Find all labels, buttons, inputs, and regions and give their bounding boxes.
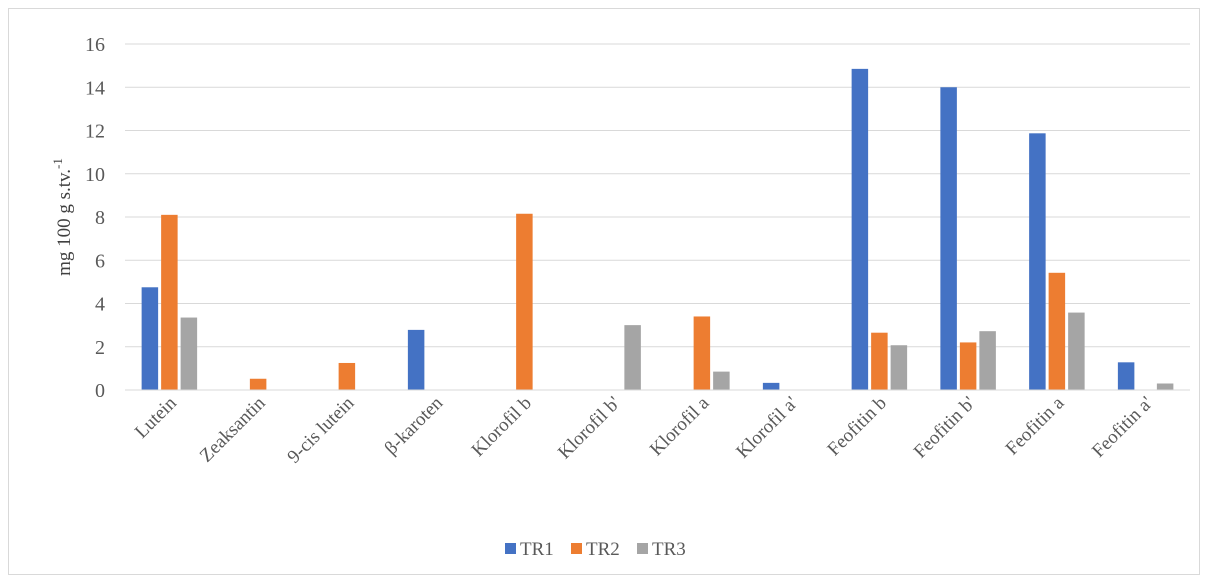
y-tick-label: 6 [95,250,105,272]
legend-swatch [571,543,582,554]
bar [693,316,711,390]
y-label-text: mg 100 g s.tv. [54,169,75,276]
y-tick-label: 16 [85,34,105,56]
chart-border [8,8,1200,575]
bar [871,332,888,390]
y-tick-label: 10 [85,164,105,186]
bar [249,378,267,390]
legend-swatch [505,543,516,554]
y-tick-label: 4 [95,294,105,316]
y-tick-label: 8 [95,207,105,229]
bar [407,329,425,390]
bar [890,345,908,390]
bar [338,362,356,390]
bar [1117,362,1135,390]
y-tick-label: 12 [85,121,105,143]
y-axis-label: mg 100 g s.tv.-1 [50,158,75,276]
bar [713,371,730,390]
legend-label: TR1 [520,539,554,560]
bar [516,213,533,390]
bar [1029,133,1046,390]
legend-label: TR2 [586,539,620,560]
bar [141,287,159,390]
bar [762,382,780,390]
bar [1068,312,1085,390]
bar [1156,383,1174,390]
y-tick-label: 14 [85,77,105,99]
legend-label: TR3 [652,539,686,560]
bar [979,331,996,390]
bar [940,87,957,390]
y-tick-label: 0 [95,380,105,402]
y-tick-label: 2 [95,337,105,359]
bar [180,317,198,390]
bar [851,68,869,391]
bar [624,325,641,390]
bar [161,214,178,390]
bar [959,342,977,390]
y-label-superscript: -1 [50,158,65,169]
bar [1048,272,1066,390]
legend-swatch [637,543,648,554]
